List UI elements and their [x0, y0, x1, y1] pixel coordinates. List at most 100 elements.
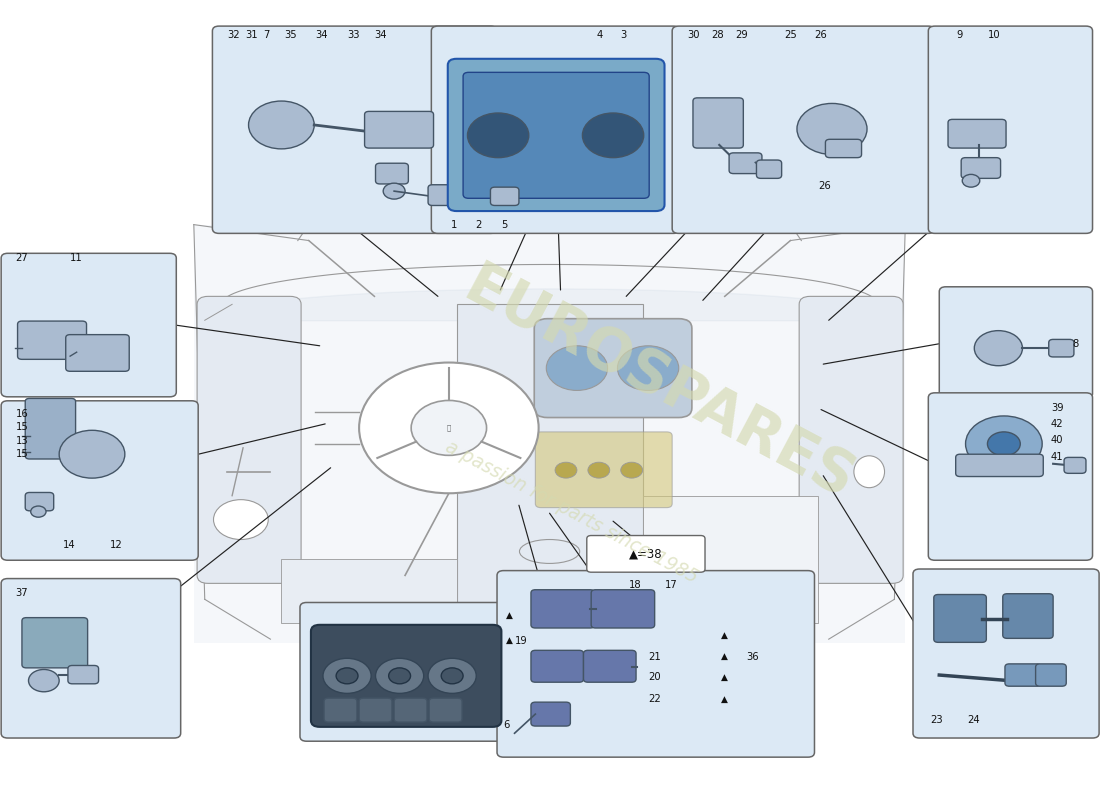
Circle shape	[213, 500, 268, 539]
Text: 🐎: 🐎	[447, 425, 451, 431]
Circle shape	[587, 462, 609, 478]
Circle shape	[29, 670, 59, 692]
Polygon shape	[456, 304, 642, 623]
Circle shape	[359, 362, 539, 494]
Circle shape	[975, 330, 1023, 366]
FancyBboxPatch shape	[431, 26, 680, 234]
FancyBboxPatch shape	[591, 590, 654, 628]
FancyBboxPatch shape	[66, 334, 129, 371]
FancyBboxPatch shape	[359, 698, 392, 722]
Text: 25: 25	[784, 30, 796, 40]
Text: ▲: ▲	[506, 610, 513, 620]
Text: a passion for parts since 1985: a passion for parts since 1985	[442, 437, 701, 586]
Text: EUROSPARES: EUROSPARES	[454, 257, 864, 511]
FancyBboxPatch shape	[928, 26, 1092, 234]
FancyBboxPatch shape	[18, 321, 87, 359]
Circle shape	[798, 103, 867, 154]
FancyBboxPatch shape	[913, 569, 1099, 738]
Circle shape	[966, 416, 1042, 472]
Text: 8: 8	[1072, 339, 1079, 349]
Text: 6: 6	[504, 720, 510, 730]
FancyBboxPatch shape	[928, 393, 1092, 560]
FancyBboxPatch shape	[22, 618, 88, 668]
Text: 42: 42	[1050, 419, 1064, 429]
Text: 19: 19	[515, 636, 527, 646]
Text: 20: 20	[648, 673, 661, 682]
Text: 3: 3	[620, 30, 627, 40]
Text: 37: 37	[15, 588, 28, 598]
Text: 32: 32	[228, 30, 241, 40]
Text: 39: 39	[1050, 403, 1064, 413]
FancyBboxPatch shape	[531, 650, 583, 682]
Text: 11: 11	[70, 253, 82, 263]
Text: 16: 16	[15, 410, 29, 419]
FancyBboxPatch shape	[1035, 664, 1066, 686]
Circle shape	[411, 401, 486, 455]
Polygon shape	[642, 496, 817, 623]
FancyBboxPatch shape	[375, 163, 408, 184]
Text: ▲: ▲	[722, 673, 728, 682]
Text: 33: 33	[348, 30, 360, 40]
Text: 24: 24	[968, 715, 980, 726]
Text: 18: 18	[628, 580, 641, 590]
Text: 26: 26	[814, 30, 827, 40]
FancyBboxPatch shape	[491, 187, 519, 206]
Text: 1: 1	[451, 220, 458, 230]
Polygon shape	[194, 225, 905, 643]
FancyBboxPatch shape	[934, 594, 987, 642]
FancyBboxPatch shape	[324, 698, 356, 722]
Text: 26: 26	[817, 182, 830, 191]
Circle shape	[388, 668, 410, 684]
Text: ▲: ▲	[722, 630, 728, 640]
Text: 15: 15	[15, 450, 29, 459]
Circle shape	[962, 174, 980, 187]
FancyBboxPatch shape	[463, 72, 649, 198]
FancyBboxPatch shape	[531, 702, 571, 726]
Text: 14: 14	[63, 540, 75, 550]
Text: 36: 36	[747, 652, 759, 662]
Text: ▲: ▲	[506, 636, 513, 646]
FancyBboxPatch shape	[1064, 458, 1086, 474]
FancyBboxPatch shape	[535, 318, 692, 418]
Text: 28: 28	[712, 30, 724, 40]
Text: 15: 15	[15, 422, 29, 432]
Text: 21: 21	[648, 652, 661, 662]
FancyBboxPatch shape	[583, 650, 636, 682]
FancyBboxPatch shape	[394, 698, 427, 722]
Text: ▲=38: ▲=38	[629, 547, 662, 560]
Text: 22: 22	[648, 694, 661, 704]
Text: 5: 5	[502, 220, 508, 230]
Text: 9: 9	[957, 30, 964, 40]
FancyBboxPatch shape	[825, 139, 861, 158]
FancyBboxPatch shape	[300, 602, 521, 742]
Circle shape	[249, 101, 315, 149]
Text: 29: 29	[736, 30, 748, 40]
Circle shape	[556, 462, 576, 478]
Circle shape	[428, 658, 476, 694]
FancyBboxPatch shape	[693, 98, 744, 148]
Circle shape	[375, 658, 424, 694]
Circle shape	[620, 462, 642, 478]
FancyBboxPatch shape	[212, 26, 497, 234]
FancyBboxPatch shape	[939, 286, 1092, 398]
FancyBboxPatch shape	[1, 578, 180, 738]
Circle shape	[441, 668, 463, 684]
Text: 2: 2	[475, 220, 482, 230]
FancyBboxPatch shape	[1, 401, 198, 560]
Text: 13: 13	[15, 437, 28, 446]
Polygon shape	[282, 559, 456, 623]
Circle shape	[582, 113, 643, 158]
Text: 10: 10	[988, 30, 1000, 40]
FancyBboxPatch shape	[729, 153, 762, 174]
Circle shape	[547, 346, 607, 390]
FancyBboxPatch shape	[311, 625, 502, 727]
Text: ▲: ▲	[722, 652, 728, 662]
FancyBboxPatch shape	[536, 432, 672, 508]
FancyBboxPatch shape	[197, 296, 301, 583]
FancyBboxPatch shape	[497, 570, 814, 757]
FancyBboxPatch shape	[757, 160, 782, 178]
Circle shape	[468, 113, 529, 158]
FancyBboxPatch shape	[948, 119, 1006, 148]
FancyBboxPatch shape	[448, 58, 664, 211]
FancyBboxPatch shape	[672, 26, 935, 234]
